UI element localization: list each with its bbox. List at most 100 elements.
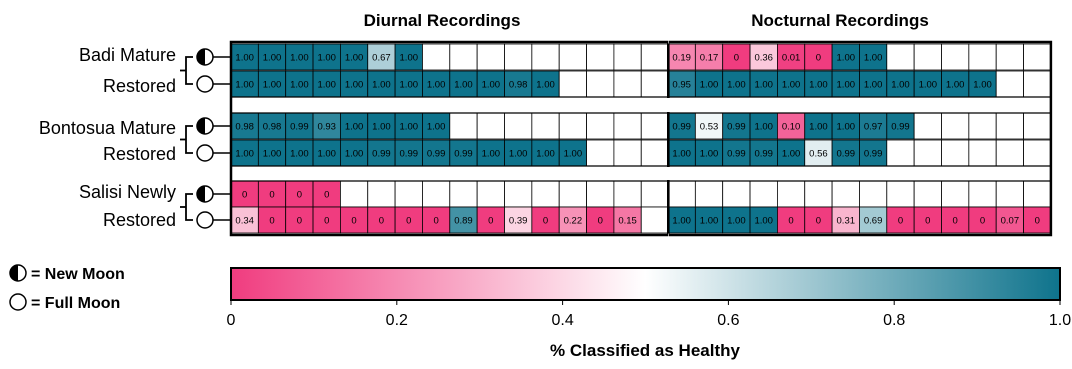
heatmap-empty-cell [749, 180, 778, 208]
group-label-salisi-top: Salisi Newly [79, 182, 176, 202]
heatmap-cell [531, 139, 560, 167]
row-bracket [185, 193, 193, 221]
heatmap-cell [339, 70, 369, 98]
heatmap-cell-value: 1.00 [400, 53, 419, 64]
heatmap-empty-cell [586, 70, 615, 98]
heatmap-empty-cell [913, 112, 942, 140]
heatmap-empty-cell [586, 112, 615, 140]
heatmap-cell-value: 0.19 [672, 53, 691, 64]
heatmap-cell [804, 139, 833, 167]
heatmap-cell-value: 0.36 [754, 53, 773, 64]
heatmap-cell-value: 1.00 [564, 149, 583, 160]
colorbar-tick-label: 1.0 [1049, 312, 1071, 329]
heatmap-cell-value: 1.00 [345, 122, 364, 133]
heatmap-cell-value: 0.53 [700, 122, 719, 133]
heatmap-cell-value: 0.95 [672, 80, 691, 91]
heatmap-cell-value: 0.99 [454, 149, 473, 160]
full-moon-icon [196, 211, 231, 229]
heatmap-cell-value: 0.10 [782, 122, 801, 133]
heatmap-cell [257, 43, 287, 71]
heatmap-empty-cell [694, 180, 724, 208]
new-moon-icon [196, 117, 231, 135]
heatmap-cell-value: 0 [351, 216, 356, 227]
heatmap-empty-cell [913, 43, 942, 71]
heatmap-cell-value: 1.00 [345, 149, 364, 160]
heatmap-empty-cell [640, 180, 670, 208]
heatmap-cell-value: 0 [324, 216, 329, 227]
heatmap-cell-value: 0.17 [700, 53, 719, 64]
heatmap-cell-value: 0 [734, 53, 739, 64]
heatmap-cell-value: 1.00 [372, 122, 391, 133]
heatmap-empty-cell [558, 70, 587, 98]
heatmap-cell-value: 1.00 [754, 216, 773, 227]
heatmap-cell-value: 0 [816, 216, 821, 227]
heatmap-cell [886, 206, 915, 234]
heatmap-empty-cell [613, 43, 642, 71]
heatmap-cell-value: 0 [488, 216, 493, 227]
heatmap-empty-cell [394, 180, 423, 208]
heatmap-cell-value: 1.00 [837, 122, 856, 133]
heatmap-cell [941, 206, 970, 234]
heatmap-empty-cell [613, 139, 642, 167]
heatmap-cell-value: 0.97 [864, 122, 883, 133]
heatmap-cell-value: 1.00 [700, 216, 719, 227]
heatmap-cell-value: 0 [543, 216, 548, 227]
heatmap-empty-cell [476, 43, 505, 71]
heatmap-empty-cell [995, 112, 1024, 140]
heatmap-cell [367, 112, 396, 140]
row-bracket [185, 125, 193, 154]
heatmap-empty-cell [941, 43, 970, 71]
heatmap-empty-cell [886, 180, 915, 208]
heatmap-cell-value: 1.00 [400, 80, 419, 91]
heatmap-cell-value: 1.00 [400, 122, 419, 133]
heatmap-cell-value: 0 [324, 190, 329, 201]
group-gap [232, 98, 1050, 112]
heatmap-empty-cell [722, 180, 751, 208]
heatmap-cell [722, 139, 751, 167]
heatmap-cell-value: 0 [816, 53, 821, 64]
heatmap-cell-value: 0 [433, 216, 438, 227]
heatmap-cell-value: 1.00 [317, 80, 336, 91]
full-moon-icon [196, 144, 231, 162]
heatmap-cells: 1.00 1.00 1.00 1.00 1.00 0.67 1.00 0.19 0.17 0 0.3… [230, 43, 1052, 234]
heatmap-cell-value: 1.00 [454, 80, 473, 91]
heatmap-cell-value: 1.00 [263, 149, 282, 160]
full-moon-legend-label: = Full Moon [31, 295, 120, 312]
heatmap-cell [886, 70, 915, 98]
heatmap-cell [285, 43, 314, 71]
heatmap-empty-cell [613, 112, 642, 140]
heatmap-empty-cell [995, 139, 1024, 167]
heatmap-empty-cell [913, 180, 942, 208]
heatmap-cell-value: 0 [379, 216, 384, 227]
heatmap-cell-value: 0.99 [864, 149, 883, 160]
heatmap-cell [531, 206, 560, 234]
heatmap-cell [995, 206, 1024, 234]
heatmap-empty-cell [476, 112, 505, 140]
heatmap-empty-cell [941, 180, 970, 208]
heatmap-cell [422, 112, 451, 140]
full-moon-icon [9, 293, 27, 311]
heatmap-cell [558, 139, 587, 167]
heatmap-cell-value: 0.07 [1001, 216, 1020, 227]
heatmap-empty-cell [667, 180, 696, 208]
heatmap-empty-cell [913, 139, 942, 167]
heatmap-empty-cell [476, 180, 505, 208]
heatmap-cell-value: 1.00 [864, 80, 883, 91]
colorbar-tick-label: 0.2 [386, 312, 408, 329]
heatmap-empty-cell [886, 43, 915, 71]
heatmap-cell [586, 206, 615, 234]
heatmap-cell-value: 1.00 [672, 149, 691, 160]
heatmap-cell [1023, 206, 1052, 234]
heatmap-cell [831, 139, 860, 167]
heatmap-empty-cell [640, 70, 670, 98]
heatmap-empty-cell [422, 180, 451, 208]
heatmap-empty-cell [339, 180, 369, 208]
heatmap-cell [257, 112, 287, 140]
heatmap-cell-value: 0.22 [564, 216, 583, 227]
heatmap-cell-value: 1.00 [782, 149, 801, 160]
heatmap-empty-cell [558, 112, 587, 140]
heatmap-cell-value: 0 [925, 216, 930, 227]
diurnal-panel-title: Diurnal Recordings [364, 11, 521, 30]
group-label-badi-bottom: Restored [103, 76, 176, 96]
heatmap-cell [422, 206, 451, 234]
